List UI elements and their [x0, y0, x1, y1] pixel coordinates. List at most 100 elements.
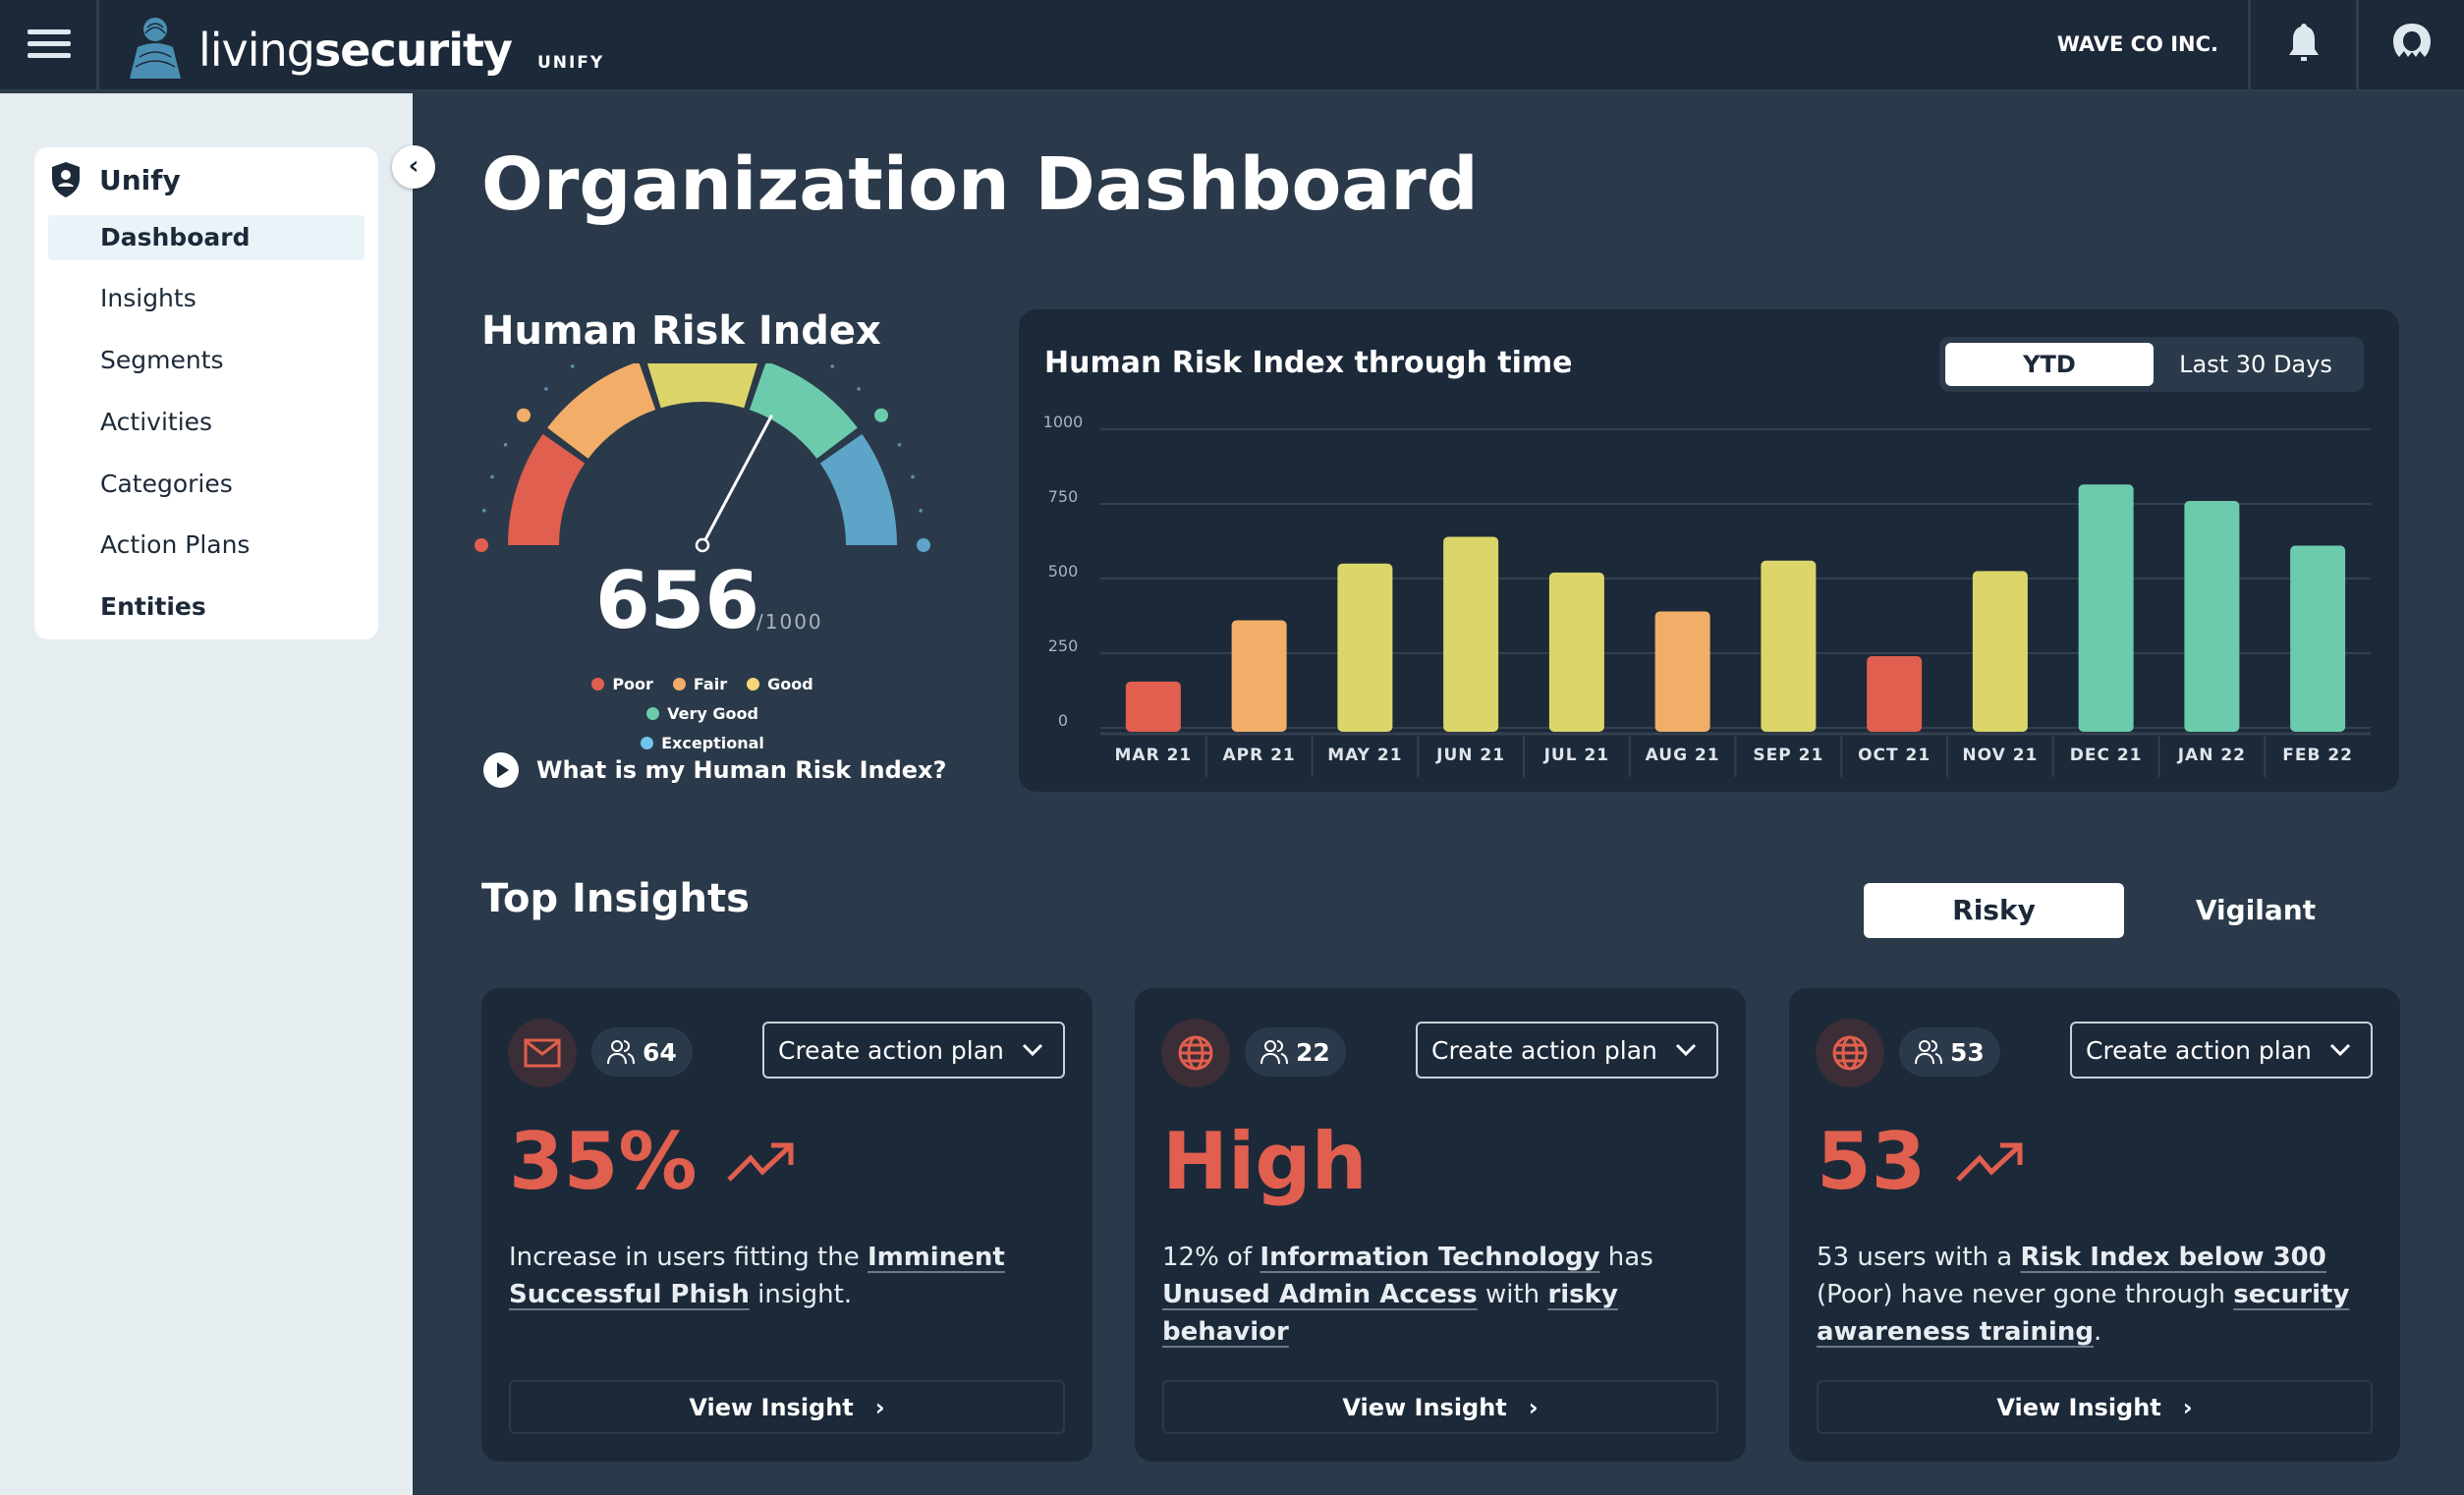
gauge-tick-dot [830, 364, 835, 368]
insight-text: 53 users with a [1817, 1243, 2021, 1272]
bar-feb-22[interactable] [2290, 545, 2346, 732]
logo-text: living [198, 24, 315, 77]
x-tick-label: OCT 21 [1858, 746, 1931, 765]
insight-description: 53 users with a Risk Index below 300 (Po… [1817, 1239, 2386, 1351]
insight-text: 12% of [1162, 1243, 1260, 1272]
gauge-segment-good [646, 363, 758, 409]
gauge-marker-dot [516, 408, 531, 422]
bar-jan-22[interactable] [2184, 500, 2240, 732]
gauge-tick-dot [481, 509, 486, 513]
insight-link[interactable]: Information Technology [1260, 1243, 1600, 1272]
x-tick-label: AUG 21 [1646, 746, 1720, 765]
insight-link[interactable]: risky behavior [1162, 1280, 1618, 1347]
insight-link[interactable]: Risk Index below 300 [2020, 1243, 2326, 1272]
insight-category-badge [1816, 1019, 1884, 1087]
x-tick-label: SEP 21 [1753, 746, 1823, 765]
x-tick-label: JUN 21 [1435, 746, 1505, 765]
create-action-plan-dropdown[interactable]: Create action plan [2070, 1022, 2373, 1079]
menu-icon[interactable] [28, 29, 71, 61]
chevron-right-icon: › [874, 1394, 885, 1421]
bar-apr-21[interactable] [1231, 620, 1287, 732]
bar-nov-21[interactable] [1972, 571, 2028, 732]
insight-link[interactable]: Imminent Successful Phish [509, 1243, 1005, 1309]
risk-gauge [475, 363, 930, 553]
x-tick-label: MAR 21 [1115, 746, 1193, 765]
bar-jul-21[interactable] [1548, 572, 1604, 732]
insight-text: Increase in users fitting the [509, 1243, 868, 1272]
insight-text: . [2093, 1317, 2102, 1347]
legend-item: Good [747, 675, 813, 693]
sidebar-item-action-plans[interactable]: Action Plans [100, 530, 251, 559]
sidebar-item-activities[interactable]: Activities [100, 408, 213, 436]
gauge-pivot [695, 537, 710, 553]
legend-label: Very Good [667, 704, 758, 723]
affected-users-badge[interactable]: 22 [1245, 1027, 1346, 1077]
hri-score: 656 [595, 555, 759, 646]
bar-sep-21[interactable] [1761, 560, 1817, 732]
divider [2356, 0, 2359, 91]
logo[interactable]: livingsecurity UNIFY [124, 12, 604, 79]
gauge-segment-exceptional [819, 433, 897, 545]
users-count: 53 [1950, 1037, 1985, 1067]
hri-bar-chart: 1000 750 500 250 0 MAR 21 APR 21 MAY 21 JUN 21 JU… [1043, 413, 2371, 777]
view-insight-button[interactable]: View Insight › [509, 1380, 1065, 1434]
insight-link[interactable]: security awareness training [1817, 1280, 2350, 1347]
chevron-right-icon: › [2182, 1394, 2193, 1421]
shield-user-icon [52, 162, 80, 197]
x-tick-label: JAN 22 [2177, 746, 2246, 765]
x-tick-label: FEB 22 [2282, 746, 2353, 765]
tab-ytd[interactable]: YTD [1945, 343, 2154, 386]
affected-users-badge[interactable]: 64 [591, 1027, 693, 1077]
bar-dec-21[interactable] [2078, 484, 2134, 732]
sidebar-item-entities[interactable]: Entities [100, 592, 206, 621]
insight-card: 22 Create action plan High 12% of Inform… [1135, 988, 1746, 1462]
tab-risky[interactable]: Risky [1864, 883, 2124, 938]
legend-item: Very Good [646, 704, 758, 723]
insight-category-badge [508, 1019, 577, 1087]
view-insight-label: View Insight [689, 1394, 854, 1421]
x-tick-label: DEC 21 [2070, 746, 2143, 765]
gauge-tick-dot [570, 364, 575, 368]
insight-text: (Poor) have never gone through [1817, 1280, 2234, 1309]
gauge-legend: Poor Fair Good Very Good Exceptional [570, 670, 835, 758]
users-icon [1260, 1040, 1288, 1065]
affected-users-badge[interactable]: 53 [1899, 1027, 2000, 1077]
gauge-marker-dot [475, 538, 488, 552]
user-avatar-icon[interactable] [2390, 22, 2434, 61]
trending-up-icon [727, 1142, 794, 1182]
logo-text-bold: security [313, 24, 513, 77]
create-action-plan-dropdown[interactable]: Create action plan [762, 1022, 1065, 1079]
bar-may-21[interactable] [1337, 563, 1393, 732]
bar-oct-21[interactable] [1867, 656, 1923, 732]
gauge-segment-poor [508, 433, 586, 545]
bar-mar-21[interactable] [1125, 681, 1181, 732]
y-tick-label: 1000 [1043, 413, 1084, 431]
legend-item: Exceptional [641, 734, 764, 752]
insight-text: has [1599, 1243, 1653, 1272]
what-is-hri-link[interactable]: What is my Human Risk Index? [483, 752, 946, 788]
tab-last-30-days[interactable]: Last 30 Days [2179, 351, 2332, 378]
tab-vigilant[interactable]: Vigilant [2195, 894, 2317, 926]
chevron-down-icon [2329, 1043, 2351, 1057]
bar-aug-21[interactable] [1654, 611, 1710, 732]
gauge-needle [700, 414, 773, 546]
divider [96, 0, 99, 91]
gauge-tick-dot [911, 474, 915, 479]
legend-label: Good [767, 675, 813, 693]
sidebar-item-insights[interactable]: Insights [100, 284, 196, 312]
gauge-tick-dot [857, 387, 861, 391]
collapse-sidebar-button[interactable]: ‹ [392, 145, 435, 189]
view-insight-button[interactable]: View Insight › [1817, 1380, 2373, 1434]
gauge-segment-fair [547, 363, 656, 459]
org-name[interactable]: WAVE CO INC. [2056, 32, 2218, 56]
insight-card: 53 Create action plan 53 53 users with a… [1789, 988, 2400, 1462]
users-icon [1915, 1040, 1942, 1065]
insight-link[interactable]: Unused Admin Access [1162, 1280, 1478, 1309]
bar-jun-21[interactable] [1443, 536, 1499, 732]
bell-icon[interactable] [2286, 22, 2322, 65]
view-insight-button[interactable]: View Insight › [1162, 1380, 1718, 1434]
sidebar-item-dashboard[interactable]: Dashboard [48, 215, 364, 260]
sidebar-item-segments[interactable]: Segments [100, 346, 224, 374]
sidebar-item-categories[interactable]: Categories [100, 470, 233, 498]
create-action-plan-dropdown[interactable]: Create action plan [1416, 1022, 1718, 1079]
